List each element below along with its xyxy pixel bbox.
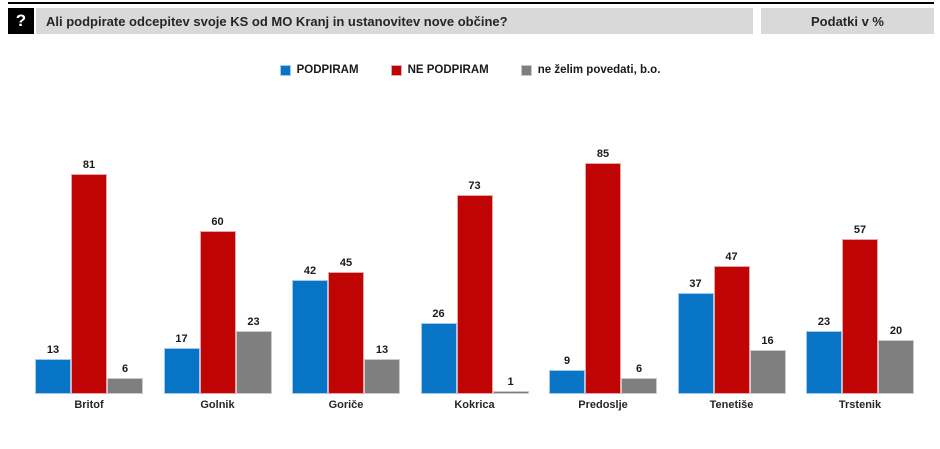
bar-value-label: 13 (375, 344, 389, 356)
bar (749, 350, 786, 394)
category-label: Britof (74, 399, 104, 411)
bar-column: 73 (456, 180, 493, 394)
bar-value-label: 6 (635, 363, 643, 375)
legend-label: NE PODPIRAM (407, 64, 489, 76)
legend-swatch-icon (279, 64, 291, 76)
bar (163, 348, 200, 394)
legend-swatch-icon (520, 64, 532, 76)
bar-column: 6 (621, 363, 657, 394)
bar-value-label: 9 (563, 355, 571, 367)
bar-value-label: 60 (211, 216, 224, 228)
bar-value-label: 13 (46, 344, 60, 356)
bar-group: 26 73 1 Kokrica (420, 140, 530, 411)
bar (35, 359, 71, 394)
legend-item: NE PODPIRAM (390, 64, 489, 76)
bar-column: 47 (713, 251, 750, 394)
bar (328, 272, 364, 394)
category-label: Tenetiše (709, 399, 754, 411)
bar (364, 359, 400, 394)
bar-column: 13 (364, 344, 400, 394)
bar-value-label: 20 (889, 325, 903, 337)
legend-swatch-icon (390, 64, 402, 76)
bar-group: 42 45 13 Goriče (291, 140, 401, 411)
bar-value-label: 57 (853, 224, 867, 236)
bar-group: 13 81 6 Britof (34, 140, 144, 411)
bar-value-label: 81 (82, 159, 96, 171)
legend-label: PODPIRAM (296, 64, 359, 76)
bar (842, 239, 878, 394)
bar (107, 378, 143, 394)
bar-column: 42 (292, 265, 328, 394)
bar-column: 81 (71, 159, 107, 394)
bar (677, 293, 714, 394)
bar-value-label: 47 (725, 251, 738, 263)
bar (420, 323, 457, 394)
chart-legend: PODPIRAM NE PODPIRAM ne želim povedati, b.… (0, 64, 940, 76)
bar-group: 9 85 6 Predoslje (548, 140, 658, 411)
legend-label: ne želim povedati, b.o. (537, 64, 661, 76)
bar (71, 174, 107, 394)
bar-column: 13 (35, 344, 71, 394)
bar-column: 85 (585, 148, 621, 394)
bar (585, 163, 621, 394)
bar-value-label: 16 (761, 335, 774, 347)
bar (621, 378, 657, 394)
category-label: Goriče (328, 399, 364, 411)
bar-column: 37 (677, 278, 714, 394)
bar-column: 23 (235, 316, 272, 394)
category-label: Trstenik (838, 399, 882, 411)
bar-column: 23 (806, 316, 842, 394)
bar-column: 6 (107, 363, 143, 394)
bar-value-label: 73 (468, 180, 481, 192)
bar (878, 340, 914, 394)
bar-column: 1 (492, 376, 529, 394)
bar-group: 17 60 23 Golnik (163, 140, 273, 411)
bar-group: 37 47 16 Tenetiše (677, 140, 787, 411)
bar (292, 280, 328, 394)
bar-column: 57 (842, 224, 878, 394)
bar (549, 370, 585, 394)
bar-value-label: 37 (689, 278, 702, 290)
question-title: Ali podpirate odcepitev svoje KS od MO K… (36, 8, 753, 34)
bar-value-label: 23 (817, 316, 831, 328)
bar (235, 331, 272, 394)
bar-value-label: 42 (303, 265, 317, 277)
bar-column: 45 (328, 257, 364, 394)
bar-column: 20 (878, 325, 914, 394)
bar-value-label: 17 (175, 333, 188, 345)
bar (199, 231, 236, 394)
bar-column: 60 (199, 216, 236, 394)
data-unit-note: Podatki v % (761, 8, 934, 34)
category-label: Kokrica (454, 399, 495, 411)
bar-value-label: 1 (507, 376, 514, 388)
bar (456, 195, 493, 394)
category-label: Predoslje (578, 399, 628, 411)
top-divider-rule (8, 2, 934, 4)
legend-item: ne želim povedati, b.o. (520, 64, 661, 76)
header: ? Ali podpirate odcepitev svoje KS od MO… (8, 8, 934, 34)
bar-column: 17 (163, 333, 200, 394)
bar-value-label: 85 (596, 148, 610, 160)
bar-value-label: 45 (339, 257, 353, 269)
bar-value-label: 6 (121, 363, 129, 375)
category-label: Golnik (200, 399, 235, 411)
bar-column: 9 (549, 355, 585, 394)
grouped-bar-chart: 13 81 6 Britof 17 60 23 Golnik 42 45 13 Goriče 26 73 1… (34, 140, 915, 411)
bar (492, 391, 529, 394)
bar (713, 266, 750, 394)
bar-column: 26 (420, 308, 457, 394)
bar-value-label: 23 (247, 316, 260, 328)
legend-item: PODPIRAM (279, 64, 359, 76)
bar (806, 331, 842, 394)
bar-group: 23 57 20 Trstenik (805, 140, 915, 411)
bar-value-label: 26 (432, 308, 445, 320)
bar-column: 16 (749, 335, 786, 394)
question-mark-icon: ? (8, 8, 34, 34)
